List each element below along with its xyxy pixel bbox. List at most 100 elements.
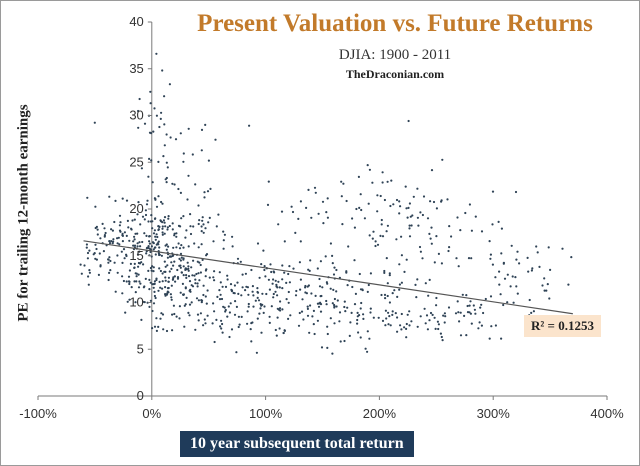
data-point	[548, 297, 551, 300]
data-point	[184, 236, 187, 239]
data-point	[86, 257, 89, 260]
data-point	[488, 240, 491, 243]
data-point	[331, 254, 334, 257]
data-point	[140, 318, 143, 321]
data-point	[161, 287, 164, 290]
data-point	[95, 247, 98, 251]
data-point	[136, 245, 139, 248]
data-point	[333, 266, 336, 269]
data-point	[147, 175, 150, 178]
data-point	[85, 243, 88, 246]
data-point	[133, 218, 136, 221]
data-point	[348, 334, 351, 337]
data-point	[304, 291, 307, 294]
data-point	[393, 289, 396, 292]
data-point	[326, 216, 329, 219]
data-point	[113, 261, 116, 264]
data-point	[396, 330, 399, 333]
data-point	[342, 182, 345, 185]
data-point	[326, 325, 329, 328]
data-point	[137, 126, 140, 129]
data-point	[218, 271, 221, 274]
data-point	[96, 233, 99, 236]
data-point	[319, 303, 323, 306]
data-point	[500, 337, 503, 340]
data-point	[162, 328, 165, 331]
data-point	[448, 246, 451, 249]
y-tick-label: 25	[129, 154, 143, 169]
data-point	[80, 272, 83, 275]
data-point	[329, 317, 332, 320]
data-point	[167, 217, 170, 220]
data-point	[113, 220, 116, 224]
data-point	[190, 301, 193, 304]
data-point	[144, 209, 147, 212]
data-point	[163, 95, 166, 98]
data-point	[202, 324, 205, 327]
data-point	[437, 252, 440, 255]
data-point	[151, 309, 154, 313]
data-point	[150, 214, 153, 217]
data-point	[157, 240, 160, 243]
data-point	[437, 323, 440, 326]
data-point	[132, 240, 135, 243]
data-point	[166, 166, 169, 169]
data-point	[141, 300, 145, 303]
data-point	[224, 285, 228, 288]
data-point	[188, 280, 192, 283]
x-tick-label: 400%	[590, 406, 624, 421]
data-point	[399, 324, 402, 327]
data-point	[152, 283, 155, 286]
data-point	[381, 171, 384, 174]
data-point	[527, 270, 530, 273]
data-point	[202, 223, 205, 226]
data-point	[222, 230, 225, 233]
data-point	[316, 319, 319, 322]
data-point	[168, 270, 171, 273]
y-tick-label: 20	[129, 201, 143, 216]
data-point	[164, 225, 167, 228]
data-point	[170, 261, 173, 264]
data-point	[299, 278, 302, 281]
data-point	[389, 204, 392, 208]
data-point	[414, 283, 417, 286]
data-point	[312, 323, 315, 326]
data-point	[123, 231, 126, 234]
data-point	[332, 273, 336, 276]
data-point	[121, 197, 124, 200]
data-point	[403, 326, 406, 329]
data-point	[332, 288, 335, 291]
data-point	[405, 258, 408, 261]
data-point	[347, 245, 350, 248]
data-point	[306, 314, 310, 317]
data-point	[169, 293, 172, 296]
data-point	[369, 272, 372, 275]
data-point	[263, 265, 266, 268]
data-point	[366, 290, 369, 293]
data-point	[171, 329, 174, 332]
data-point	[416, 278, 419, 281]
data-point	[494, 276, 497, 279]
data-point	[135, 272, 138, 275]
data-point	[212, 302, 215, 305]
data-point	[302, 318, 305, 321]
data-point	[152, 302, 156, 305]
data-point	[510, 244, 513, 247]
data-point	[208, 276, 211, 279]
data-point	[139, 245, 142, 248]
trend-line	[83, 240, 573, 315]
data-point	[258, 312, 261, 315]
data-point	[500, 227, 503, 230]
data-point	[189, 288, 192, 291]
data-point	[281, 264, 284, 267]
data-point	[175, 246, 178, 249]
data-point	[170, 267, 173, 270]
data-point	[203, 196, 206, 199]
data-point	[182, 152, 185, 155]
data-point	[374, 244, 377, 248]
data-point	[153, 107, 156, 110]
data-point	[176, 268, 179, 272]
data-point	[299, 240, 302, 243]
data-point	[391, 292, 394, 295]
data-point	[530, 311, 533, 314]
